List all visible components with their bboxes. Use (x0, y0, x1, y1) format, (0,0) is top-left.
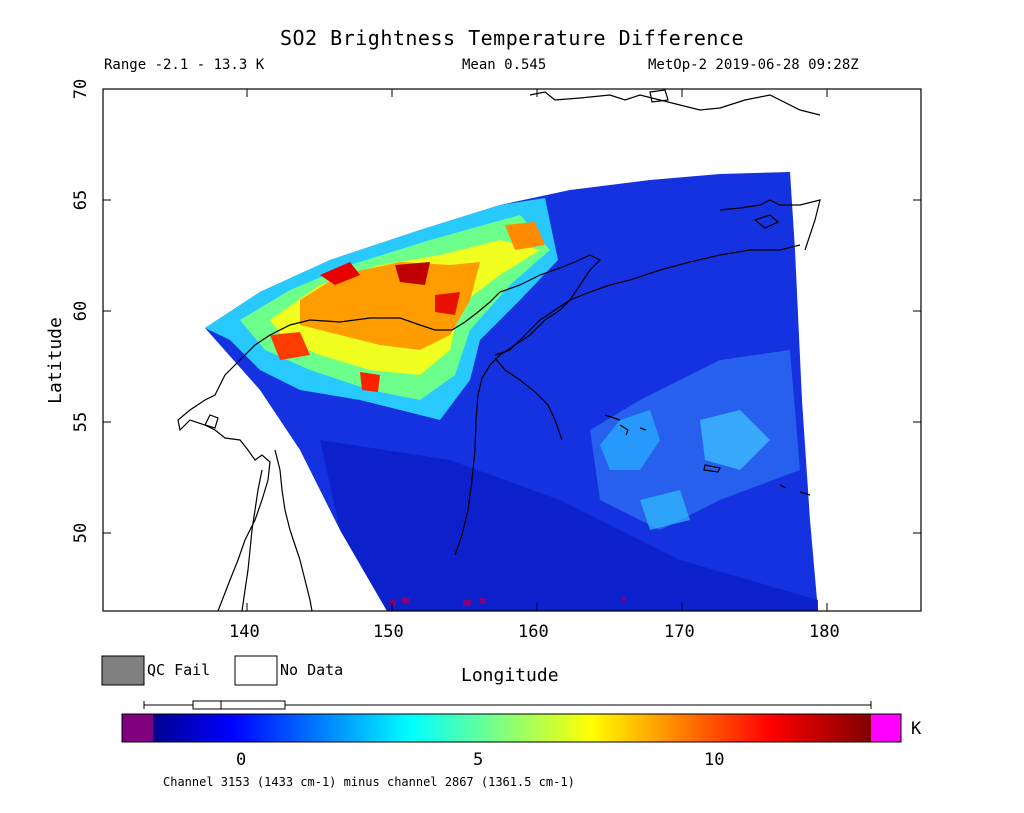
x-tick-label: 150 (373, 622, 404, 642)
x-tick-label: 170 (664, 622, 695, 642)
x-tick-label: 140 (229, 622, 260, 642)
colorbar-tick: 10 (704, 750, 725, 770)
y-tick-label: 70 (71, 78, 92, 100)
satellite-time-text: MetOp-2 2019-06-28 09:28Z (648, 57, 859, 73)
x-tick-label: 180 (809, 622, 840, 642)
x-axis-title: Longitude (461, 665, 559, 686)
qc-fail-label: QC Fail (147, 661, 211, 679)
channel-footnote: Channel 3153 (1433 cm-1) minus channel 2… (163, 775, 575, 789)
range-text: Range -2.1 - 13.3 K (104, 57, 265, 73)
y-tick-label: 50 (71, 522, 92, 544)
y-tick-marks (103, 88, 921, 534)
plot-title: SO2 Brightness Temperature Difference (279, 26, 745, 50)
no-data-label: No Data (280, 661, 344, 679)
colorbar-overflow (871, 714, 901, 742)
colorbar-underflow (122, 714, 153, 742)
x-tick-label: 160 (518, 622, 549, 642)
so2-swath (205, 172, 818, 611)
no-data-swatch (234, 655, 278, 686)
colorbar-tick: 0 (236, 750, 247, 770)
mean-text: Mean 0.545 (462, 57, 547, 73)
x-tick-marks (246, 89, 828, 611)
colorbar-unit: K (911, 719, 922, 739)
y-axis-title: Latitude (44, 317, 66, 404)
y-tick-label: 65 (71, 189, 92, 211)
colorbar-tick: 5 (473, 750, 484, 770)
plot-frame (102, 88, 922, 612)
colorbar-frame (121, 713, 902, 743)
colorbar-gradient (153, 714, 871, 742)
distribution-boxplot (143, 700, 872, 710)
qc-fail-swatch (101, 655, 145, 686)
coastlines (177, 89, 821, 611)
y-tick-label: 60 (71, 300, 92, 322)
y-tick-label: 55 (71, 411, 92, 433)
